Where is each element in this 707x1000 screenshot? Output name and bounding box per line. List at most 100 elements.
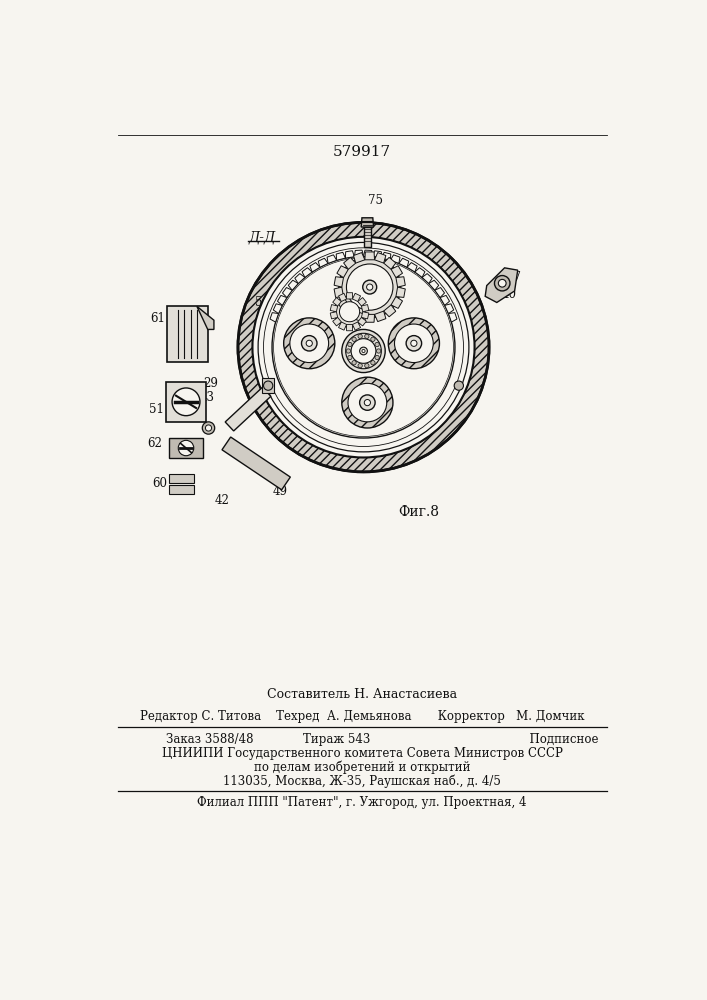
Polygon shape <box>302 268 312 277</box>
Polygon shape <box>169 485 194 494</box>
Circle shape <box>360 347 368 355</box>
Polygon shape <box>333 298 341 306</box>
Polygon shape <box>358 317 366 326</box>
Text: 51: 51 <box>149 403 164 416</box>
Circle shape <box>290 324 329 363</box>
Text: 579917: 579917 <box>333 145 391 159</box>
Circle shape <box>339 256 401 318</box>
Polygon shape <box>344 305 356 317</box>
Polygon shape <box>262 378 274 393</box>
Text: 75: 75 <box>368 194 382 207</box>
Circle shape <box>252 237 474 457</box>
Polygon shape <box>283 288 292 298</box>
Circle shape <box>370 361 375 365</box>
Polygon shape <box>391 297 402 308</box>
Polygon shape <box>310 263 320 272</box>
Circle shape <box>411 340 417 346</box>
Polygon shape <box>330 312 338 319</box>
Circle shape <box>370 337 375 341</box>
Polygon shape <box>295 274 305 284</box>
Polygon shape <box>396 287 405 297</box>
Text: Заказ 3588/48: Заказ 3588/48 <box>166 733 253 746</box>
Circle shape <box>334 296 365 327</box>
Polygon shape <box>166 382 206 422</box>
Polygon shape <box>428 280 439 290</box>
Circle shape <box>341 329 385 373</box>
Text: Тираж 543: Тираж 543 <box>303 733 370 746</box>
Polygon shape <box>344 257 356 269</box>
Polygon shape <box>390 255 400 263</box>
Text: Подписное: Подписное <box>522 733 599 746</box>
Circle shape <box>406 336 421 351</box>
Circle shape <box>365 334 369 339</box>
Text: 43: 43 <box>200 391 215 404</box>
Text: Составитель Н. Анастасиева: Составитель Н. Анастасиева <box>267 688 457 701</box>
Polygon shape <box>274 304 282 314</box>
Polygon shape <box>330 305 338 312</box>
Circle shape <box>494 276 510 291</box>
Polygon shape <box>334 287 344 297</box>
Polygon shape <box>384 257 396 269</box>
Polygon shape <box>337 266 349 278</box>
Polygon shape <box>373 251 382 258</box>
Text: по делам изобретений и открытий: по делам изобретений и открытий <box>254 761 470 774</box>
Polygon shape <box>346 251 354 258</box>
Circle shape <box>375 342 379 347</box>
Circle shape <box>358 334 362 339</box>
Polygon shape <box>384 305 396 317</box>
Text: Фиг.8: Фиг.8 <box>398 505 439 519</box>
Polygon shape <box>333 317 341 326</box>
Circle shape <box>351 339 376 363</box>
Polygon shape <box>354 253 365 263</box>
Polygon shape <box>353 293 361 301</box>
Circle shape <box>348 383 387 422</box>
Polygon shape <box>222 437 291 490</box>
Circle shape <box>348 355 352 360</box>
Circle shape <box>172 388 200 416</box>
Polygon shape <box>339 293 346 301</box>
Polygon shape <box>375 311 386 322</box>
Circle shape <box>362 349 365 353</box>
Text: 2: 2 <box>321 355 329 368</box>
Text: 42: 42 <box>214 494 229 507</box>
Circle shape <box>202 422 215 434</box>
Polygon shape <box>327 255 337 263</box>
Text: Редактор С. Титова    Техред  А. Демьянова       Корректор   М. Домчик: Редактор С. Титова Техред А. Демьянова К… <box>140 710 584 723</box>
Polygon shape <box>346 293 353 299</box>
Circle shape <box>454 381 464 390</box>
Polygon shape <box>375 253 386 263</box>
Circle shape <box>284 318 335 369</box>
Text: 3: 3 <box>397 355 404 368</box>
Polygon shape <box>422 274 432 284</box>
Polygon shape <box>440 295 450 305</box>
Text: 76: 76 <box>406 321 421 334</box>
Circle shape <box>348 342 352 347</box>
Circle shape <box>363 280 377 294</box>
Circle shape <box>367 284 373 290</box>
Circle shape <box>352 361 356 365</box>
Polygon shape <box>318 258 328 267</box>
Polygon shape <box>346 324 353 331</box>
Text: 60: 60 <box>152 477 167 490</box>
Polygon shape <box>169 438 203 458</box>
Circle shape <box>364 400 370 406</box>
Polygon shape <box>354 250 363 257</box>
Circle shape <box>178 440 194 456</box>
Text: 113035, Москва, Ж-35, Раушская наб., д. 4/5: 113035, Москва, Ж-35, Раушская наб., д. … <box>223 774 501 788</box>
Text: 77: 77 <box>342 285 357 298</box>
Circle shape <box>346 349 351 353</box>
Polygon shape <box>407 263 417 272</box>
Polygon shape <box>485 268 518 302</box>
Polygon shape <box>270 313 279 322</box>
Polygon shape <box>168 306 208 362</box>
Polygon shape <box>288 280 298 290</box>
Polygon shape <box>363 227 371 247</box>
Polygon shape <box>226 387 271 431</box>
Polygon shape <box>358 298 366 306</box>
Polygon shape <box>363 250 373 257</box>
Circle shape <box>365 363 369 368</box>
Text: Д-Д: Д-Д <box>248 231 275 245</box>
Polygon shape <box>353 322 361 330</box>
Polygon shape <box>415 268 425 277</box>
Polygon shape <box>361 312 369 319</box>
